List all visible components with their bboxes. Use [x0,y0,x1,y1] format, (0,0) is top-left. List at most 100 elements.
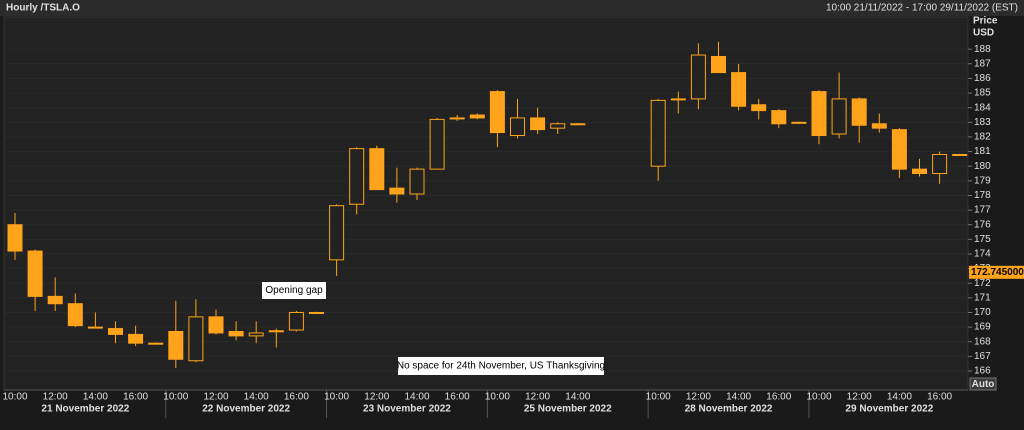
x-tick-label: 14:00 [726,392,751,403]
candle-body [690,54,706,100]
annotation: Opening gap [265,285,323,296]
candle-body [731,72,747,107]
axis-label: Price [973,16,998,27]
candle-body [228,330,244,337]
day-label: 23 November 2022 [363,404,451,415]
candle-body [510,117,525,136]
candle-body [268,330,284,333]
header-bar [0,0,1024,16]
candle-body [831,98,847,135]
y-tick-label: 176 [974,219,991,230]
day-label: 21 November 2022 [41,404,129,415]
day-label: 29 November 2022 [845,404,933,415]
day-label: 22 November 2022 [202,404,290,415]
candle-body [248,332,264,337]
candle-body [751,104,767,112]
y-tick-label: 175 [974,234,991,245]
x-tick-label: 10:00 [163,392,188,403]
x-tick-label: 16:00 [766,392,791,403]
y-tick-label: 183 [974,117,991,128]
y-tick-label: 170 [974,307,991,318]
candle-body [469,114,485,119]
candle-body [650,99,666,167]
annotation-box [398,357,604,375]
y-tick-label: 167 [974,351,991,362]
y-tick-label: 185 [974,88,991,99]
y-tick-label: 172 [974,278,991,289]
day-label: 28 November 2022 [685,404,773,415]
candle-body [128,333,144,344]
candle-body [449,117,465,120]
candle-body [188,316,204,362]
x-tick-label: 12:00 [686,392,711,403]
candle-body [409,168,425,195]
chart-subtitle: 10:00 21/11/2022 - 17:00 29/11/2022 (EST… [826,3,1018,14]
candle-body [208,316,224,334]
x-tick-label: 16:00 [445,392,470,403]
candle-body [288,311,304,331]
candle-body [389,187,405,195]
candle-body [67,303,83,327]
annotation: No space for 24th November, US Thanksgiv… [397,361,605,372]
auto-button[interactable] [969,377,997,391]
x-tick-label: 14:00 [887,392,912,403]
candle-body [851,98,867,126]
axis-unit: USD [973,28,994,39]
x-tick-label: 16:00 [284,392,309,403]
candle-body [148,342,164,345]
y-tick-label: 180 [974,161,991,172]
x-tick-label: 10:00 [324,392,349,403]
candle-body [891,129,907,170]
y-tick-label: 184 [974,102,991,113]
candle-body [47,295,63,305]
x-tick-label: 14:00 [244,392,269,403]
day-label: 25 November 2022 [524,404,612,415]
candle-body [811,91,827,136]
candle-body [309,311,324,314]
last-price-label: 172.745000 [971,267,1024,278]
candle-body [429,118,445,170]
y-tick-label: 168 [974,336,991,347]
x-tick-label: 10:00 [2,392,27,403]
x-tick-label: 16:00 [123,392,148,403]
y-tick-label: 174 [974,249,991,260]
candle-body [771,110,787,125]
chart-title: Hourly /TSLA.O [6,3,80,14]
y-tick-label: 166 [974,366,991,377]
candle-body [912,168,927,175]
candle-body [570,123,586,126]
candle-body [952,153,968,156]
candle-body [329,205,345,261]
candle-body [27,250,43,297]
candle-body [87,326,103,329]
x-tick-label: 12:00 [525,392,550,403]
x-tick-label: 14:00 [565,392,590,403]
candle-body [932,153,948,175]
x-tick-label: 12:00 [364,392,389,403]
y-tick-label: 177 [974,205,991,216]
plot-area [3,16,969,391]
x-tick-label: 10:00 [646,392,671,403]
y-tick-label: 179 [974,175,991,186]
y-tick-label: 171 [974,292,991,303]
x-tick-label: 14:00 [404,392,429,403]
last-price-box [969,265,1024,279]
y-tick-label: 181 [974,146,991,157]
candle-body [530,117,546,131]
x-tick-label: 10:00 [485,392,510,403]
candle-body [168,330,184,360]
candle-body [791,121,807,124]
y-tick-label: 187 [974,58,991,69]
auto-label[interactable]: Auto [972,379,995,390]
candle-body [349,148,365,205]
candle-body [7,224,23,252]
x-tick-label: 14:00 [83,392,108,403]
x-tick-label: 12:00 [203,392,228,403]
candle-body [670,98,686,101]
candle-body [711,55,726,74]
x-tick-label: 10:00 [806,392,831,403]
x-tick-label: 12:00 [847,392,872,403]
y-tick-label: 188 [974,44,991,55]
y-tick-label: 169 [974,322,991,333]
